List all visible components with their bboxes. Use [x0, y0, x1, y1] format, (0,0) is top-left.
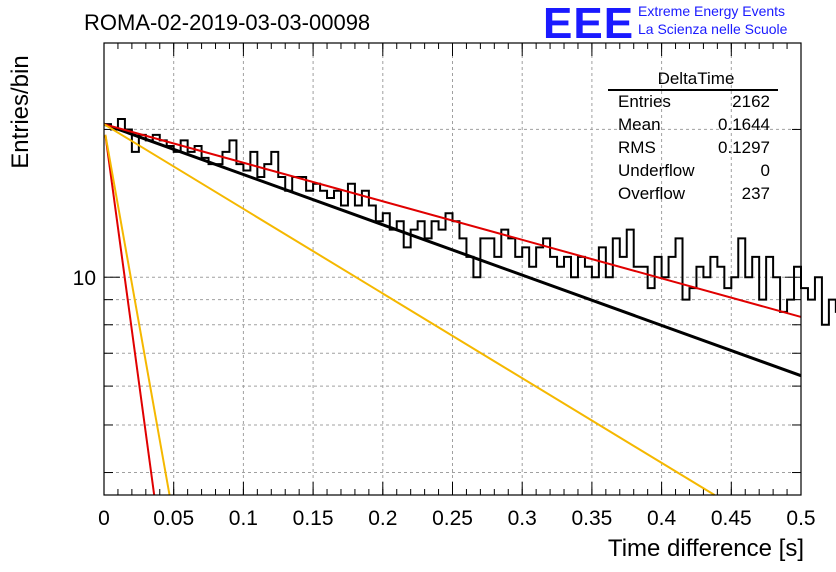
y-tick-label: 10 — [73, 267, 96, 290]
histogram — [104, 118, 836, 326]
logo-line-2: La Scienza nelle Scuole — [638, 21, 788, 37]
x-tick-label: 0.1 — [229, 507, 258, 530]
x-tick-label: 0.05 — [153, 507, 194, 530]
stats-row: Overflow 237 — [608, 182, 778, 205]
logo-line-1: Extreme Energy Events — [638, 3, 786, 19]
x-tick-label: 0.25 — [432, 507, 473, 530]
x-tick-label: 0.45 — [711, 507, 752, 530]
stats-label: Overflow — [618, 184, 686, 203]
axis-ticks — [103, 42, 802, 495]
x-tick-label: 0 — [98, 507, 110, 530]
stats-label: Underflow — [618, 161, 695, 180]
stats-value: 0 — [760, 161, 770, 180]
x-tick-label: 0.35 — [571, 507, 612, 530]
x-tick-label: 0.2 — [368, 507, 397, 530]
fit-curves — [103, 122, 802, 496]
fit-curve — [104, 134, 156, 496]
stats-value: 2162 — [732, 92, 770, 111]
y-axis-label: Entries/bin — [7, 55, 34, 169]
fit-curve — [103, 123, 802, 318]
stats-row: Entries 2162 — [608, 90, 778, 113]
histogram-steps — [104, 118, 836, 326]
x-tick-label: 0.5 — [786, 507, 815, 530]
eee-logo-text: Extreme Energy Events La Scienza nelle S… — [638, 2, 787, 38]
x-tick-label: 0.15 — [293, 507, 334, 530]
stats-label: Entries — [618, 92, 671, 111]
stats-label: RMS — [618, 138, 656, 157]
fit-curve — [103, 122, 802, 378]
stats-title: DeltaTime — [657, 69, 735, 88]
eee-logo-mark: EEE — [543, 0, 635, 48]
x-axis-label: Time difference [s] — [607, 535, 804, 562]
stats-row: Underflow 0 — [608, 159, 778, 182]
stats-value: 237 — [741, 184, 770, 203]
stats-box: DeltaTime Entries 2162 Mean 0.1644 RMS 0… — [608, 68, 778, 205]
plot-frame — [103, 42, 802, 496]
stats-row: RMS 0.1297 — [608, 136, 778, 159]
stats-label: Mean — [618, 115, 661, 134]
tick-labels: 0 0.05 0.1 0.15 0.2 0.25 0.3 0.35 0.4 0.45 0.5 10 — [73, 267, 816, 530]
x-tick-label: 0.4 — [647, 507, 677, 530]
stats-value: 0.1297 — [718, 138, 770, 157]
run-title: ROMA-02-2019-03-03-00098 — [84, 10, 371, 35]
fit-curve — [104, 134, 171, 496]
stats-value: 0.1644 — [718, 115, 770, 134]
x-tick-label: 0.3 — [508, 507, 537, 530]
stats-divider — [608, 89, 778, 91]
stats-row: Mean 0.1644 — [608, 113, 778, 136]
fit-curve — [103, 123, 716, 496]
